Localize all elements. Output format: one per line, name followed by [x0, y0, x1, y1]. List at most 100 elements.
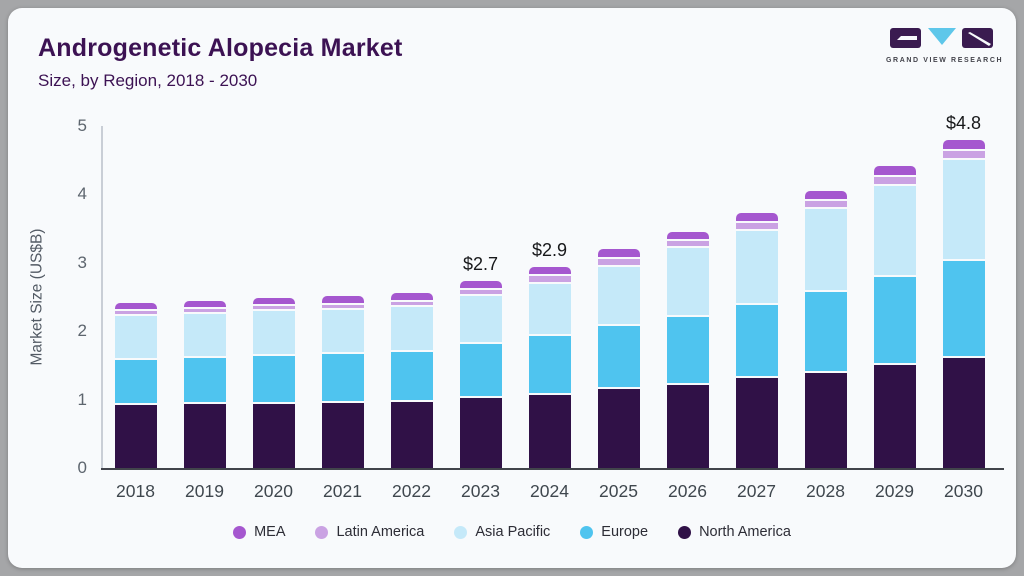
legend-dot-icon [233, 525, 247, 539]
bar-2022 [390, 292, 433, 468]
bar-segment-2019-latin-america [183, 306, 226, 315]
bar-segment-2023-latin-america [459, 288, 502, 297]
bar-segment-2025-mea [597, 249, 640, 260]
bar-segment-2019-asia-pacific [183, 312, 226, 358]
bar-2029 [873, 166, 916, 468]
bar-segment-2028-asia-pacific [804, 207, 847, 293]
legend-dot-icon [580, 525, 594, 539]
chart-card: Androgenetic Alopecia Market Size, by Re… [8, 8, 1016, 568]
bar-segment-2023-north-america [459, 398, 502, 468]
bar-segment-2028-europe [804, 290, 847, 373]
legend-dot-icon [454, 525, 468, 539]
value-label-2024: $2.9 [531, 239, 568, 260]
bar-segment-2026-europe [666, 314, 709, 385]
bar-segment-2029-latin-america [873, 175, 916, 187]
bar-segment-2026-north-america [666, 384, 709, 468]
x-tick-label-2022: 2022 [392, 481, 431, 501]
bar-segment-2020-europe [252, 353, 295, 404]
bar-2020 [252, 297, 295, 468]
bar-segment-2026-mea [666, 232, 709, 241]
bar-segment-2020-asia-pacific [252, 309, 295, 356]
legend-item-north-america: North America [678, 524, 791, 540]
x-tick-label-2021: 2021 [323, 481, 362, 501]
bar-2028 [804, 191, 847, 468]
bar-segment-2020-north-america [252, 403, 295, 468]
bar-segment-2021-mea [321, 295, 364, 305]
bar-segment-2022-north-america [390, 401, 433, 468]
bar-segment-2027-europe [735, 303, 778, 379]
bar-segment-2020-latin-america [252, 303, 295, 312]
page-title: Androgenetic Alopecia Market [38, 34, 403, 62]
bar-segment-2022-mea [390, 292, 433, 302]
bar-segment-2022-latin-america [390, 299, 433, 308]
logo-text: GRAND VIEW RESEARCH [886, 57, 1004, 64]
x-tick-label-2019: 2019 [185, 481, 224, 501]
legend-item-mea: MEA [233, 524, 285, 540]
bar-segment-2030-europe [942, 259, 985, 358]
bar-segment-2019-north-america [183, 404, 226, 468]
bar-segment-2021-europe [321, 352, 364, 404]
bar-2026 [666, 232, 709, 468]
legend-label: North America [699, 524, 791, 540]
x-tick-label-2030: 2030 [944, 481, 983, 501]
legend-dot-icon [315, 525, 329, 539]
bar-segment-2030-mea [942, 139, 985, 152]
legend-label: Europe [601, 524, 649, 540]
bar-segment-2028-north-america [804, 372, 847, 468]
legend-label: MEA [254, 524, 286, 540]
y-tick-label-4: 4 [77, 184, 87, 204]
bar-segment-2023-mea [459, 281, 502, 291]
bar-segment-2021-latin-america [321, 302, 364, 310]
bar-segment-2024-mea [528, 266, 571, 277]
bar-2025 [597, 249, 640, 468]
y-tick-label-2: 2 [77, 321, 87, 341]
chart-legend: MEA Latin America Asia Pacific Europe North … [8, 524, 1016, 540]
legend-item-latin-america: Latin America [315, 524, 424, 540]
bar-segment-2022-europe [390, 350, 433, 402]
bar-segment-2029-mea [873, 166, 916, 178]
y-tick-label-3: 3 [77, 252, 87, 272]
bar-2030 [942, 139, 985, 468]
bar-segment-2027-mea [735, 212, 778, 224]
bar-segment-2024-asia-pacific [528, 282, 571, 336]
plot-area: 0 1 2 3 4 5 2018 2019 2020 2021 2022 2023 $2.7 2024 $2… [78, 113, 1004, 501]
bar-segment-2024-north-america [528, 394, 571, 468]
legend-item-europe: Europe [580, 524, 648, 540]
bar-2027 [735, 212, 778, 468]
bar-segment-2030-north-america [942, 357, 985, 468]
bar-segment-2024-europe [528, 334, 571, 395]
bar-segment-2025-asia-pacific [597, 264, 640, 327]
bar-segment-2029-europe [873, 275, 916, 366]
bar-segment-2025-north-america [597, 389, 640, 468]
x-tick-label-2026: 2026 [668, 481, 707, 501]
x-tick-label-2024: 2024 [530, 481, 569, 501]
bar-segment-2019-europe [183, 355, 226, 405]
bar-2018 [114, 302, 157, 468]
x-axis-line [101, 468, 1004, 470]
bar-segment-2021-asia-pacific [321, 308, 364, 355]
y-axis-title: Market Size (US$B) [28, 228, 46, 366]
y-tick-label-5: 5 [77, 116, 87, 135]
x-tick-label-2020: 2020 [254, 481, 293, 501]
y-axis-line [101, 126, 103, 468]
bar-segment-2028-mea [804, 191, 847, 202]
bar-segment-2030-latin-america [942, 149, 985, 161]
value-label-2030: $4.8 [945, 112, 982, 133]
legend-item-asia-pacific: Asia Pacific [454, 524, 550, 540]
legend-label: Latin America [336, 524, 425, 540]
bar-segment-2020-mea [252, 297, 295, 306]
grand-view-research-logo: GRAND VIEW RESEARCH [886, 28, 1004, 64]
bar-segment-2019-mea [183, 300, 226, 309]
x-tick-label-2027: 2027 [737, 481, 776, 501]
gvr-logo-icon [890, 28, 993, 48]
bar-2019 [183, 300, 226, 468]
legend-label: Asia Pacific [475, 524, 551, 540]
bar-segment-2021-north-america [321, 403, 364, 468]
bar-segment-2022-asia-pacific [390, 305, 433, 353]
bar-2024 [528, 266, 571, 468]
bar-segment-2026-asia-pacific [666, 245, 709, 317]
y-tick-label-0: 0 [77, 458, 87, 477]
bar-2021 [321, 295, 364, 468]
bar-segment-2026-latin-america [666, 238, 709, 248]
